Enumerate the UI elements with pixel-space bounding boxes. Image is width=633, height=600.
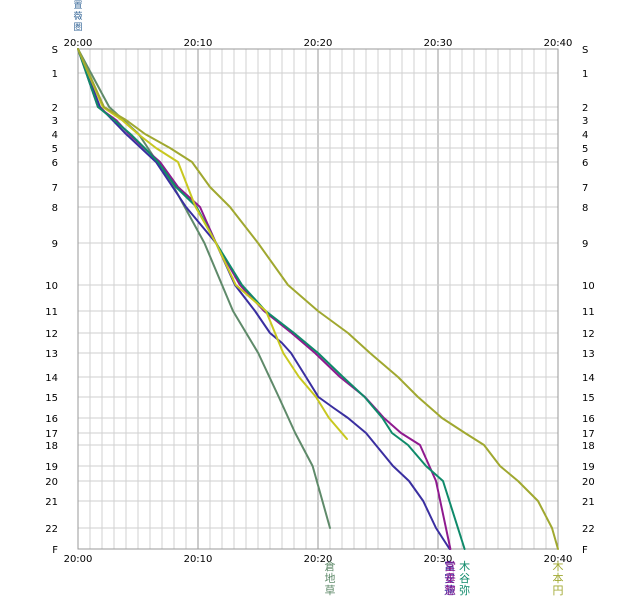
station-label-right: 2 — [582, 103, 588, 114]
station-label-left: 18 — [45, 441, 58, 452]
station-label-right: 7 — [582, 183, 588, 194]
time-label-bottom: 20:30 — [424, 554, 453, 565]
series-line-1 — [77, 48, 451, 550]
station-label-right: 13 — [582, 349, 595, 360]
station-label-right: 17 — [582, 429, 595, 440]
axes — [77, 48, 559, 550]
series-line-4 — [77, 48, 348, 440]
header-label: 置薇圏 — [73, 0, 82, 33]
series-name-1: 富安蓮 — [444, 559, 455, 597]
station-label-right: 20 — [582, 477, 595, 488]
station-label-left: 1 — [52, 69, 58, 80]
station-label-left: 22 — [45, 524, 58, 535]
station-label-right: 8 — [582, 203, 588, 214]
station-label-right: 10 — [582, 281, 595, 292]
time-label-top: 20:00 — [64, 38, 93, 49]
time-label-bottom: 20:20 — [304, 554, 333, 565]
time-label-bottom: 20:40 — [544, 554, 573, 565]
station-label-right: 15 — [582, 393, 595, 404]
station-label-left: 13 — [45, 349, 58, 360]
station-label-left: 17 — [45, 429, 58, 440]
station-label-left: 7 — [52, 183, 58, 194]
time-label-bottom: 20:00 — [64, 554, 93, 565]
time-label-top: 20:10 — [184, 38, 213, 49]
grid — [77, 48, 559, 550]
station-label-left: 11 — [45, 307, 58, 318]
station-label-left: 3 — [52, 116, 58, 127]
time-label-bottom: 20:10 — [184, 554, 213, 565]
station-label-left: 12 — [45, 329, 58, 340]
station-label-right: 12 — [582, 329, 595, 340]
station-label-right: 18 — [582, 441, 595, 452]
station-label-right: 4 — [582, 130, 588, 141]
station-label-left: 6 — [52, 158, 58, 169]
station-label-right: 19 — [582, 462, 595, 473]
station-label-left: 8 — [52, 203, 58, 214]
station-label-left: 5 — [52, 144, 58, 155]
station-label-left: 16 — [45, 414, 58, 425]
station-label-right: 16 — [582, 414, 595, 425]
station-label-right: 5 — [582, 144, 588, 155]
station-label-left: F — [52, 545, 58, 556]
station-label-right: 9 — [582, 239, 588, 250]
plot-frame — [77, 48, 559, 550]
series-name-5: 木本円 — [553, 560, 564, 597]
station-label-left: 14 — [45, 373, 58, 384]
station-label-right: 6 — [582, 158, 588, 169]
station-label-left: 19 — [45, 462, 58, 473]
series-lines — [77, 48, 559, 550]
station-label-right: 1 — [582, 69, 588, 80]
station-label-left: 21 — [45, 497, 58, 508]
series-name-2: 堂垂惣 — [445, 560, 456, 597]
station-label-left: 4 — [52, 130, 58, 141]
time-label-top: 20:40 — [544, 38, 573, 49]
series-name-3: 木谷弥 — [459, 560, 470, 597]
series-line-2 — [77, 48, 452, 550]
station-label-right: 22 — [582, 524, 595, 535]
time-label-top: 20:30 — [424, 38, 453, 49]
station-label-right: 11 — [582, 307, 595, 318]
station-label-right: 21 — [582, 497, 595, 508]
station-label-right: 3 — [582, 116, 588, 127]
time-label-top: 20:20 — [304, 38, 333, 49]
series-line-5 — [77, 48, 559, 550]
station-label-right: S — [582, 45, 588, 56]
station-label-left: 2 — [52, 103, 58, 114]
station-label-right: 14 — [582, 373, 595, 384]
series-name-0: 倉地草 — [325, 559, 336, 597]
station-label-left: 10 — [45, 281, 58, 292]
station-label-left: 15 — [45, 393, 58, 404]
station-label-right: F — [582, 545, 588, 556]
station-label-left: S — [52, 45, 58, 56]
station-label-left: 20 — [45, 477, 58, 488]
station-label-left: 9 — [52, 239, 58, 250]
series-line-3 — [77, 48, 466, 550]
